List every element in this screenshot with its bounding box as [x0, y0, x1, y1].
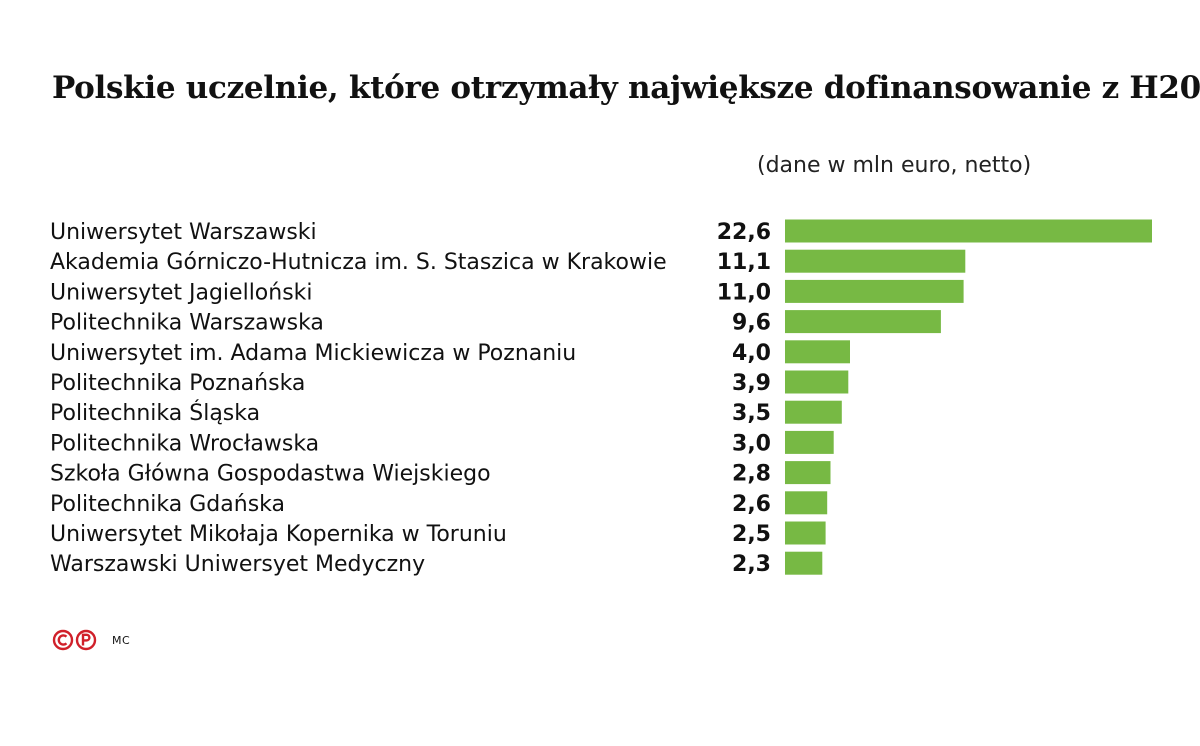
bar: [785, 400, 842, 424]
author-credit: MC: [112, 633, 131, 647]
category-label: Politechnika Śląska: [50, 400, 260, 426]
category-label: Uniwersytet Mikołaja Kopernika w Toruniu: [50, 522, 507, 547]
category-label: Politechnika Warszawska: [50, 311, 324, 336]
bar: [785, 310, 941, 334]
bar: [785, 551, 823, 575]
category-label: Uniwersytet Warszawski: [50, 220, 317, 245]
cp-logo-icon: [52, 629, 98, 651]
unit-note: (dane w mln euro, netto): [757, 153, 1032, 178]
category-label: Politechnika Gdańska: [50, 492, 285, 517]
value-label: 3,0: [732, 431, 771, 456]
value-labels: 22,6 11,1 11,0 9,6 4,0 3,9 3,5 3,0 2,8 2,6 2,5 2,3: [717, 220, 771, 577]
bar-chart: Uniwersytet Warszawski Akademia Górniczo-…: [50, 219, 1152, 577]
category-label: Akademia Górniczo-Hutnicza im. S. Staszi…: [50, 250, 667, 275]
bar: [785, 430, 834, 454]
bar: [785, 491, 828, 515]
category-label: Politechnika Wrocławska: [50, 431, 319, 456]
value-label: 2,3: [732, 552, 771, 577]
bar: [785, 461, 831, 485]
value-label: 9,6: [732, 311, 771, 336]
bar: [785, 279, 964, 303]
bar: [785, 340, 850, 364]
category-label: Uniwersytet im. Adama Mickiewicza w Pozn…: [50, 341, 576, 366]
bar: [785, 249, 966, 273]
category-label: Uniwersytet Jagielloński: [50, 280, 313, 305]
value-label: 4,0: [732, 341, 771, 366]
value-label: 2,6: [732, 492, 771, 517]
bar: [785, 521, 826, 545]
value-label: 2,8: [732, 462, 771, 487]
chart-title: Polskie uczelnie, które otrzymały najwię…: [52, 70, 1200, 106]
value-label: 22,6: [717, 220, 771, 245]
value-label: 11,1: [717, 250, 771, 275]
category-label: Szkoła Główna Gospodastwa Wiejskiego: [50, 462, 491, 487]
category-label: Warszawski Uniwersyet Medyczny: [50, 552, 425, 577]
category-labels: Uniwersytet Warszawski Akademia Górniczo-…: [50, 220, 667, 577]
value-label: 2,5: [732, 522, 771, 547]
footer: MC: [52, 628, 130, 652]
bar: [785, 219, 1152, 243]
value-label: 3,9: [732, 371, 771, 396]
category-label: Politechnika Poznańska: [50, 371, 305, 396]
value-label: 3,5: [732, 401, 771, 426]
bars: [785, 219, 1152, 575]
bar: [785, 370, 849, 394]
value-label: 11,0: [717, 280, 771, 305]
